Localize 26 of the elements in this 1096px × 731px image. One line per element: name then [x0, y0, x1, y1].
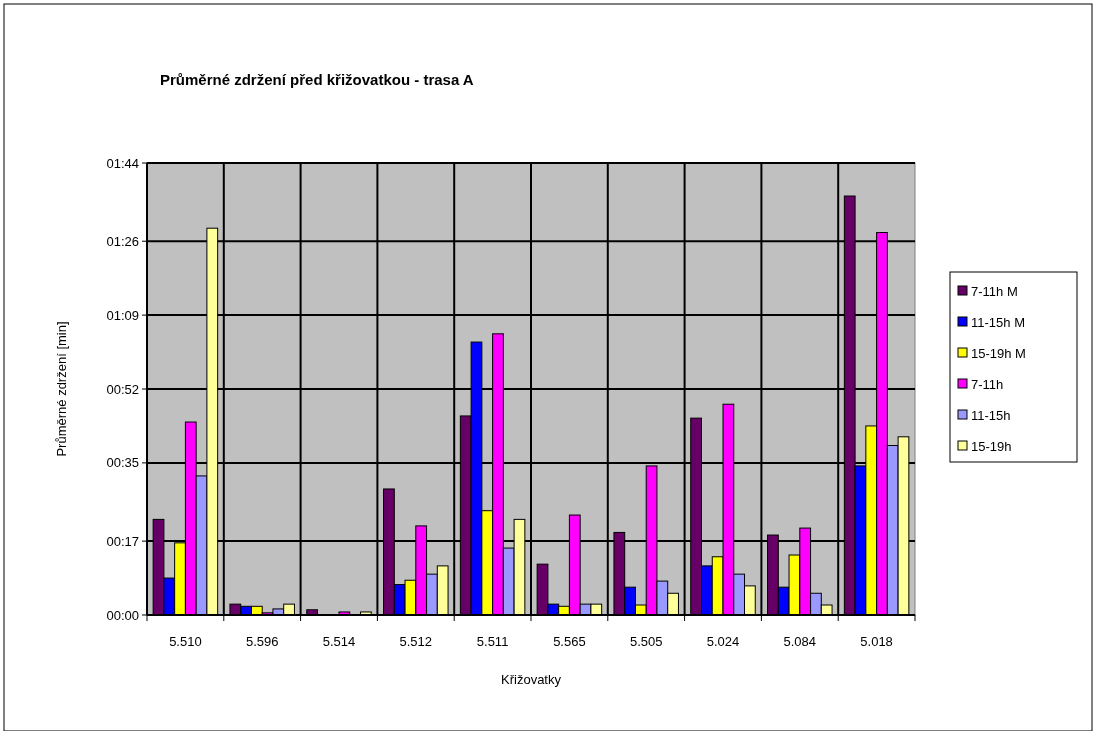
- x-tick-label: 5.565: [553, 634, 586, 649]
- legend-label: 7-11h M: [971, 283, 1018, 299]
- x-tick-label: 5.512: [399, 634, 433, 649]
- y-tick-label: 00:00: [106, 607, 139, 623]
- y-tick-label: 01:09: [106, 307, 139, 323]
- y-tick-label: 00:52: [106, 381, 139, 397]
- legend-label: 7-11h: [971, 376, 1004, 392]
- x-tick-label: 5.514: [322, 634, 356, 649]
- legend-label: 11-15h: [971, 407, 1011, 423]
- x-tick-label: 5.018: [860, 634, 893, 649]
- x-tick-label: 5.084: [783, 634, 817, 649]
- legend-label: 11-15h M: [971, 314, 1025, 330]
- y-axis-title: Průměrné zdržení [min]: [54, 321, 69, 457]
- x-tick-label: 5.510: [169, 634, 202, 649]
- x-tick-label: 5.596: [245, 634, 279, 649]
- x-axis-title: Křižovatky: [501, 672, 562, 687]
- legend-label: 15-19h M: [971, 345, 1026, 361]
- y-tick-label: 00:35: [106, 455, 139, 471]
- y-tick-label: 01:26: [106, 233, 139, 249]
- x-tick-label: 5.511: [476, 634, 509, 649]
- y-tick-label: 01:44: [106, 155, 139, 171]
- y-tick-label: 00:17: [106, 533, 139, 549]
- legend-label: 15-19h: [971, 438, 1012, 454]
- chart-title: Průměrné zdržení před křižovatkou - trasa A: [160, 71, 474, 88]
- x-tick-label: 5.024: [706, 634, 740, 649]
- x-tick-label: 5.505: [629, 634, 663, 649]
